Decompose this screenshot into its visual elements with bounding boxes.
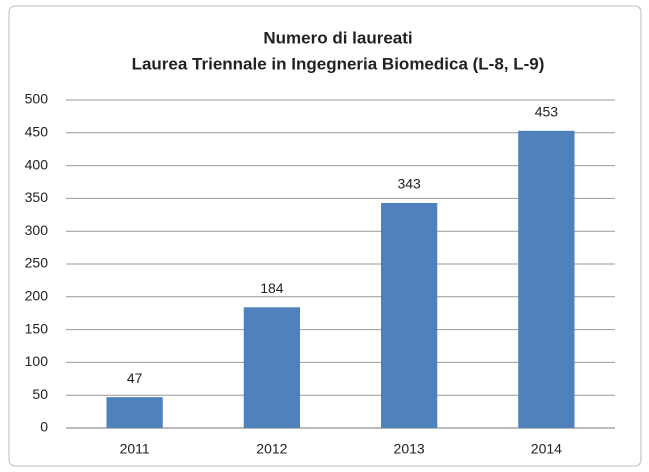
x-tick-label: 2011	[120, 441, 150, 457]
data-label: 343	[397, 176, 421, 192]
y-tick-label: 200	[25, 288, 49, 304]
data-label: 453	[535, 104, 559, 120]
y-tick-label: 500	[25, 91, 49, 107]
y-tick-label: 100	[25, 353, 49, 369]
data-label: 184	[260, 280, 284, 296]
chart-title: Numero di laureati	[263, 28, 412, 47]
bar	[518, 130, 575, 428]
chart-subtitle: Laurea Triennale in Ingegneria Biomedica…	[132, 54, 545, 73]
y-tick-label: 400	[25, 156, 49, 172]
y-tick-label: 50	[32, 386, 48, 402]
data-label: 47	[127, 370, 143, 386]
bar	[380, 202, 438, 428]
x-tick-label: 2014	[531, 441, 562, 457]
chart-border	[8, 5, 642, 467]
bar	[243, 307, 301, 428]
y-tick-label: 350	[25, 189, 49, 205]
y-tick-label: 150	[25, 320, 49, 336]
y-tick-label: 450	[25, 124, 49, 140]
bar	[106, 397, 163, 428]
x-tick-label: 2013	[394, 441, 425, 457]
y-tick-label: 250	[25, 255, 49, 271]
x-tick-label: 2012	[256, 441, 287, 457]
y-tick-label: 0	[40, 419, 48, 435]
y-tick-label: 300	[25, 222, 49, 238]
